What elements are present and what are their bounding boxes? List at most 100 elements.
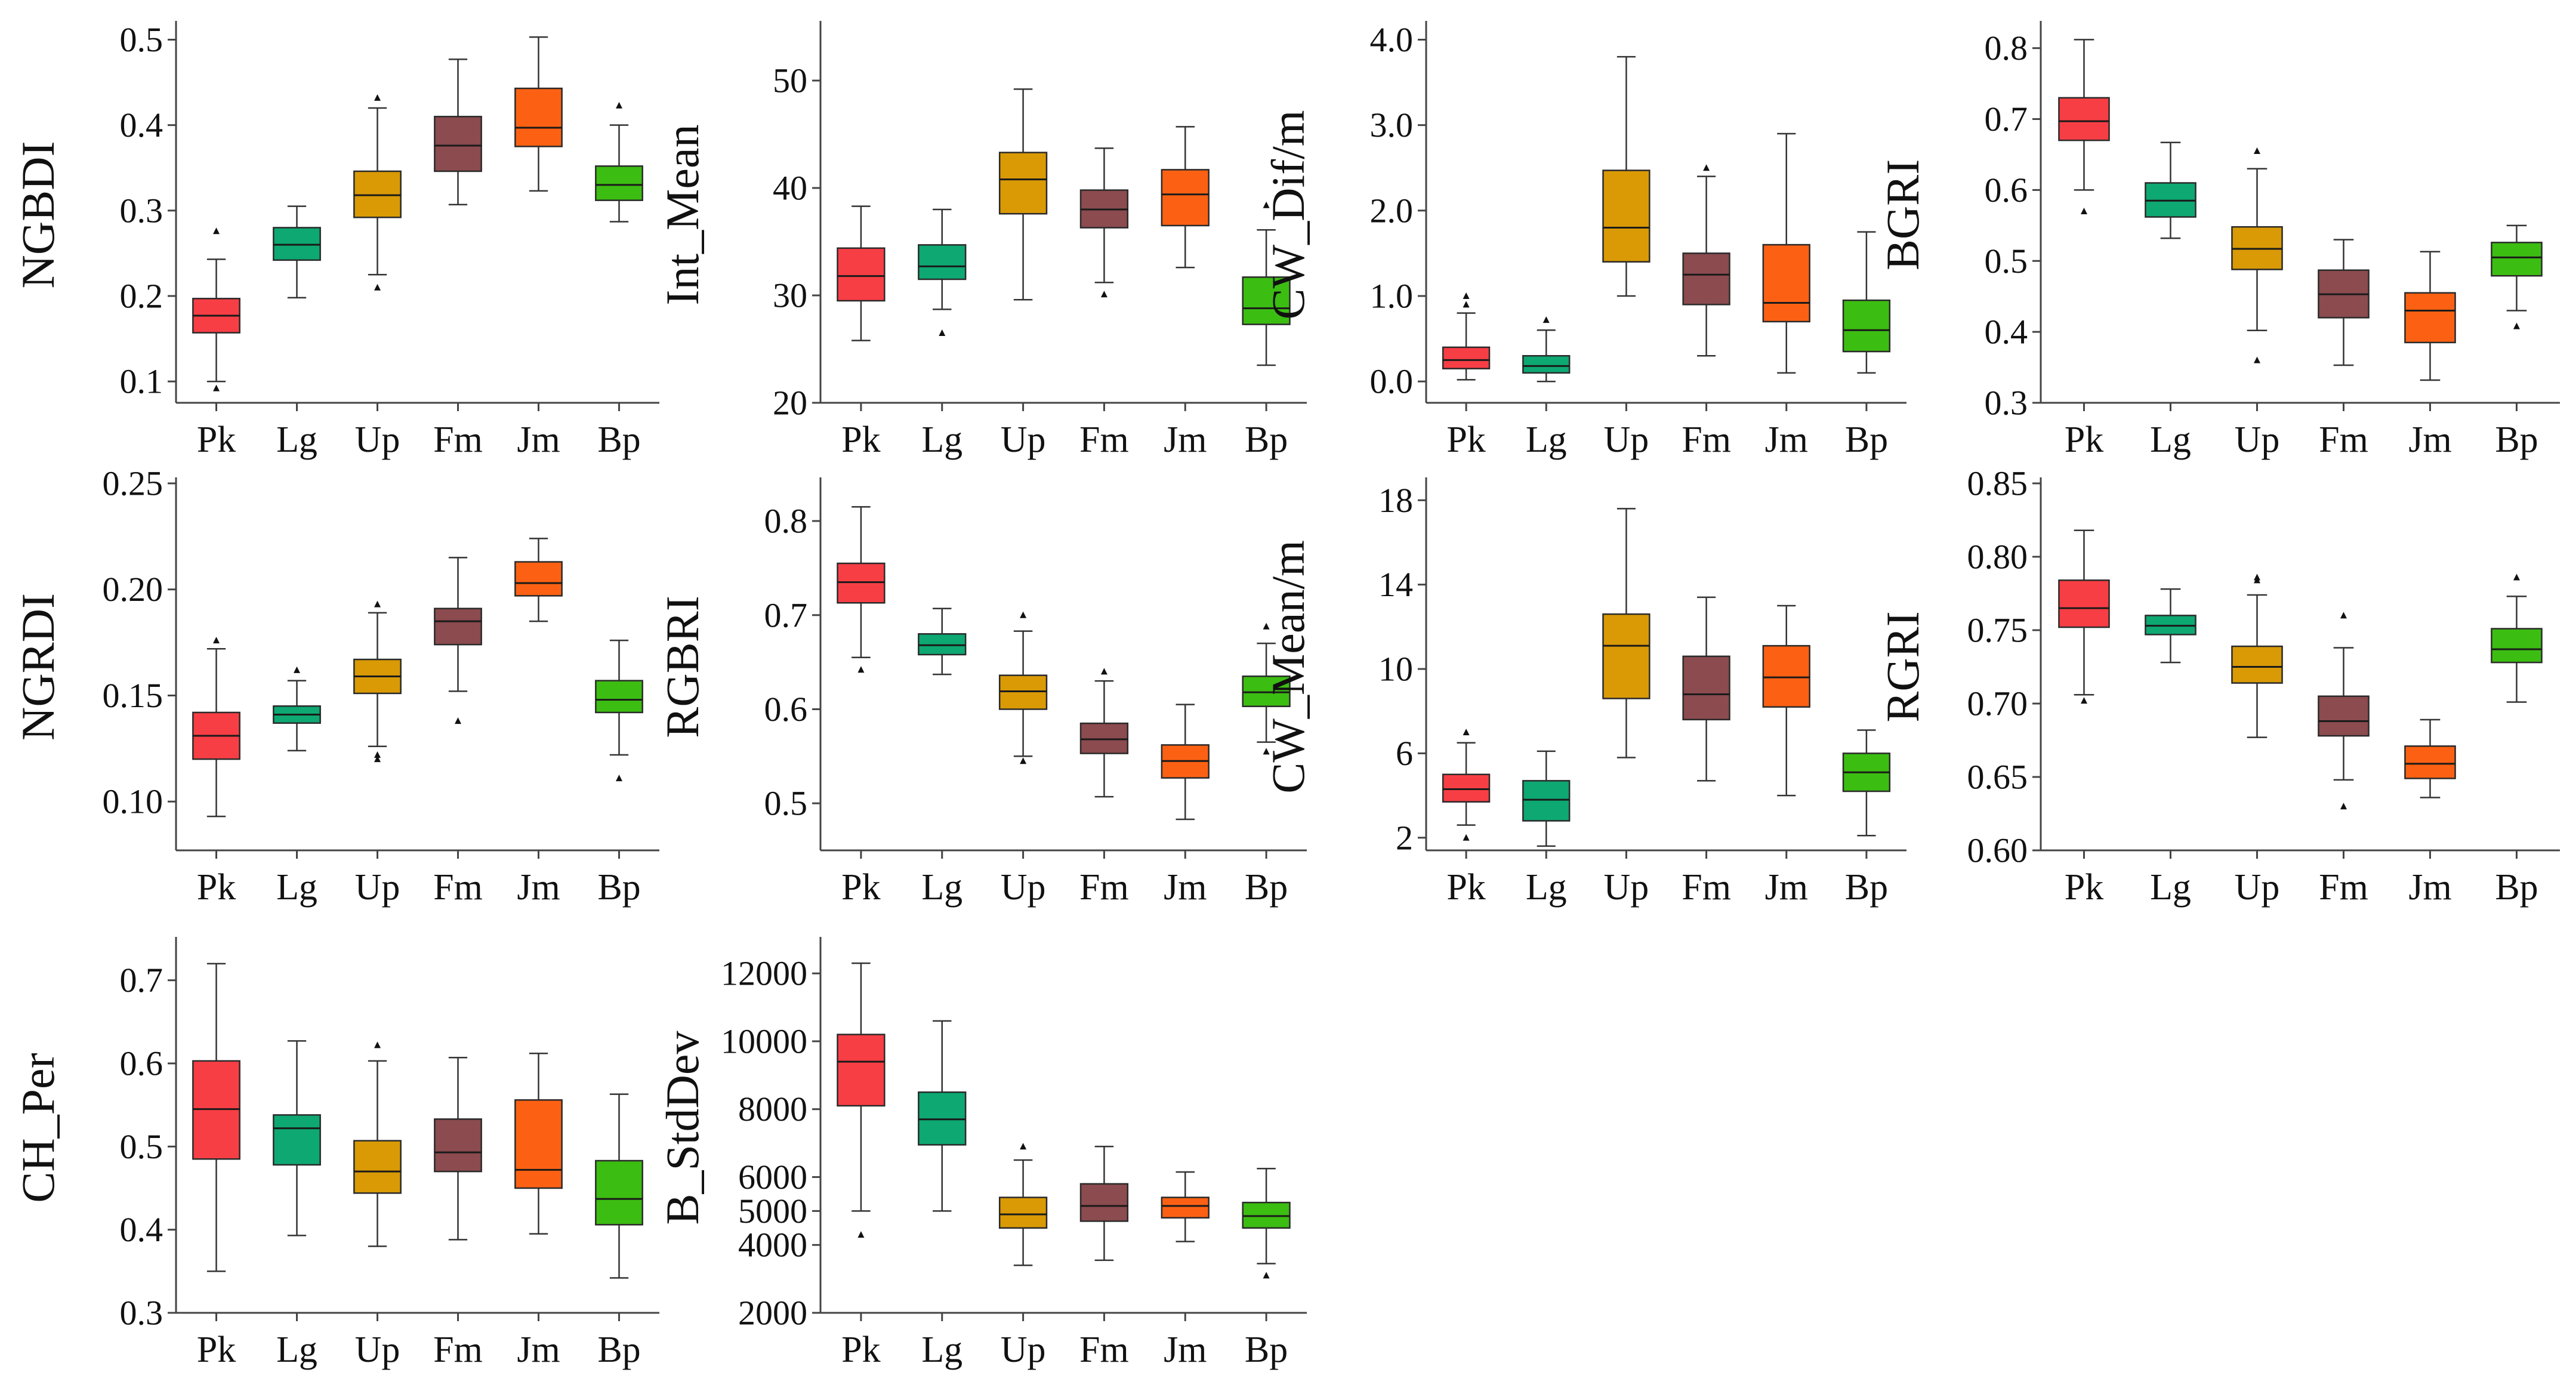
box-lg [918, 607, 967, 676]
y-tick-label: 0.5 [120, 1127, 163, 1166]
x-tick-label-bp: Bp [1245, 420, 1288, 460]
y-tick-label: 4000 [738, 1226, 807, 1264]
x-tick-label-pk: Pk [1446, 420, 1485, 460]
y-axis-label: RGBRI [656, 596, 708, 738]
y-tick-label: 0.6 [120, 1044, 163, 1083]
x-tick-label-lg: Lg [276, 1330, 317, 1370]
outlier-point [374, 1041, 381, 1048]
panel-int-mean: Int_Mean 20 30 40 50 Pk Lg Up Fm Jm Bp [656, 21, 1307, 460]
box-up [2231, 147, 2283, 363]
outlier-point [2340, 803, 2347, 810]
x-tick-label-bp: Bp [1245, 867, 1288, 908]
y-axis-label: NGRDI [12, 593, 64, 741]
iqr-box [595, 1159, 643, 1226]
y-tick-label: 40 [773, 169, 807, 208]
box-pk [192, 637, 240, 818]
box-fm [434, 557, 482, 724]
iqr-box [1682, 252, 1730, 306]
x-tick-label-pk: Pk [197, 420, 236, 460]
x-tick-label-up: Up [355, 1330, 400, 1370]
outlier-point [374, 755, 381, 763]
x-tick-label-lg: Lg [921, 867, 962, 908]
y-tick-label: 0.6 [1985, 171, 2028, 209]
y-tick-label: 0.3 [1985, 384, 2028, 422]
outlier-point [1542, 316, 1550, 323]
x-tick-label-bp: Bp [597, 867, 640, 908]
x-tick-label-lg: Lg [276, 420, 317, 460]
panel-cw-dif-m: CW_Dif/m 0.0 1.0 2.0 3.0 4.0 Pk Lg Up Fm Jm Bp [1262, 20, 1906, 460]
y-tick-label: 0.85 [1967, 464, 2028, 503]
x-tick-label-up: Up [1001, 867, 1046, 908]
y-axis-label: CH_Per [12, 1053, 64, 1202]
outlier-point [1463, 834, 1470, 841]
y-axis-label: Int_Mean [656, 124, 708, 305]
y-tick-label: 0.60 [1967, 831, 2028, 870]
x-tick-label-fm: Fm [433, 867, 483, 908]
x-tick-label-bp: Bp [1845, 867, 1888, 908]
iqr-box [1242, 276, 1291, 325]
box-bp [1842, 729, 1891, 837]
box-up [1602, 508, 1651, 758]
box-pk [2058, 39, 2110, 215]
outlier-point [294, 666, 300, 673]
outlier-point [1463, 729, 1470, 736]
panel-ch-per: CH_Per 0.3 0.4 0.5 0.6 0.7 Pk Lg Up Fm Jm Bp [12, 937, 659, 1370]
x-tick-label-fm: Fm [1079, 420, 1129, 460]
y-tick-label: 0.5 [120, 20, 163, 59]
box-lg [273, 205, 321, 299]
outlier-point [1263, 748, 1270, 755]
x-tick-label-lg: Lg [921, 420, 962, 460]
y-tick-label: 0.7 [764, 596, 808, 634]
y-tick-label: 0.7 [1985, 100, 2028, 138]
y-tick-label: 0.2 [120, 277, 163, 316]
iqr-box [918, 244, 967, 280]
x-tick-label-lg: Lg [1526, 420, 1567, 460]
x-tick-label-fm: Fm [2319, 867, 2368, 908]
iqr-box [1522, 780, 1571, 822]
outlier-point [1263, 1272, 1270, 1279]
iqr-box [2491, 628, 2543, 664]
box-fm [434, 1057, 482, 1241]
outlier-point [374, 94, 381, 101]
x-tick-label-fm: Fm [2319, 420, 2368, 460]
box-fm [1079, 1146, 1129, 1262]
outlier-point [1463, 301, 1470, 308]
y-tick-label: 3.0 [1370, 106, 1414, 144]
box-fm [434, 58, 482, 206]
outlier-point [1020, 611, 1027, 618]
outlier-point [2254, 147, 2260, 155]
box-lg [2145, 588, 2196, 664]
iqr-box [434, 1118, 482, 1173]
y-tick-label: 0.70 [1967, 684, 2028, 723]
y-axis-label: CW_Dif/m [1262, 110, 1314, 320]
x-tick-label-up: Up [1604, 420, 1649, 460]
box-jm [1161, 126, 1210, 269]
outlier-point [2254, 573, 2260, 581]
iqr-box [2318, 695, 2370, 737]
y-axis-label: CW_Mean/m [1262, 540, 1314, 794]
iqr-box [1682, 655, 1730, 721]
y-tick-label: 0.7 [120, 961, 163, 1000]
box-jm [514, 36, 563, 192]
box-lg [1522, 750, 1571, 847]
box-lg [2145, 141, 2196, 239]
outlier-point [616, 775, 622, 782]
y-tick-label: 0.80 [1967, 538, 2028, 576]
y-tick-label: 0.8 [1985, 29, 2028, 67]
iqr-box [1762, 644, 1810, 708]
x-tick-label-fm: Fm [433, 420, 483, 460]
x-tick-label-fm: Fm [1682, 867, 1731, 908]
box-up [353, 600, 402, 763]
outlier-point [1100, 668, 1107, 675]
iqr-box [998, 674, 1048, 710]
x-tick-label-lg: Lg [2150, 867, 2191, 908]
outlier-point [2081, 208, 2087, 215]
outlier-point [616, 101, 622, 109]
x-tick-label-jm: Jm [2408, 420, 2451, 460]
box-pk [1442, 292, 1491, 381]
iqr-box [1161, 169, 1210, 227]
iqr-box [1522, 355, 1571, 374]
x-tick-label-pk: Pk [197, 1330, 236, 1370]
box-up [998, 1143, 1048, 1266]
panel-rgri: RGRI 0.60 0.65 0.70 0.75 0.80 0.85 Pk Lg Up Fm Jm Bp [1877, 464, 2560, 908]
